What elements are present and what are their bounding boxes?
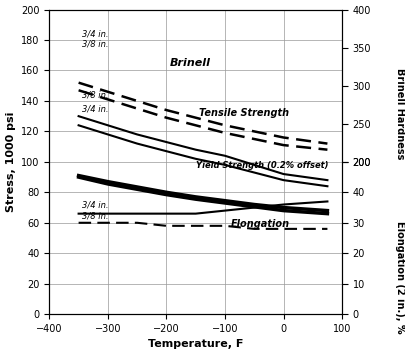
X-axis label: Temperature, F: Temperature, F	[148, 339, 243, 349]
Text: 3/8 in.: 3/8 in.	[81, 39, 108, 48]
Text: Brinell Hardness: Brinell Hardness	[395, 68, 405, 159]
Text: Brinell: Brinell	[169, 58, 210, 68]
Text: 3/4 in.: 3/4 in.	[81, 201, 108, 209]
Text: 3/8 in.: 3/8 in.	[81, 211, 108, 220]
Text: Yield Strength (0.2% offset): Yield Strength (0.2% offset)	[196, 161, 328, 170]
Text: Elongation (2 in.), %: Elongation (2 in.), %	[395, 220, 405, 333]
Text: 3/8 in.: 3/8 in.	[81, 91, 108, 100]
Text: 3/4 in.: 3/4 in.	[81, 30, 108, 39]
Text: 3/4 in.: 3/4 in.	[81, 105, 108, 114]
Y-axis label: Stress, 1000 psi: Stress, 1000 psi	[6, 112, 15, 212]
Text: Elongation: Elongation	[231, 219, 290, 229]
Text: Tensile Strength: Tensile Strength	[198, 108, 289, 118]
